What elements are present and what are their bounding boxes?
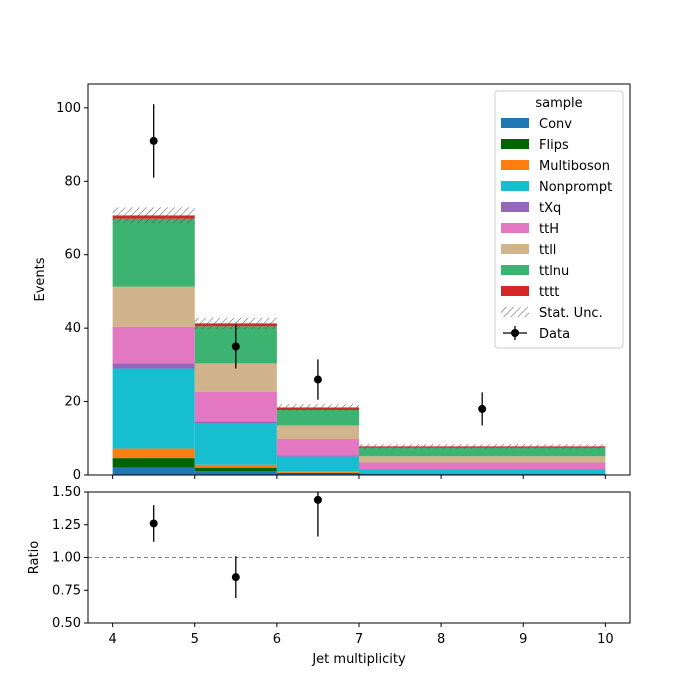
bar-txq	[112, 363, 195, 369]
y-axis-label-main: Events	[33, 257, 48, 301]
bar-txq	[276, 455, 359, 457]
bar-ttlnu	[112, 218, 195, 287]
bar-nonprompt	[359, 469, 606, 474]
legend-label-ttlnu: ttlnu	[539, 264, 569, 279]
ratio-frame	[87, 491, 631, 624]
legend-swatch-tttt	[501, 286, 529, 296]
bar-tth	[359, 462, 606, 470]
legend-title: sample	[535, 96, 582, 111]
bar-ttlnu	[359, 447, 606, 457]
y-tick-label-ratio: 1.00	[52, 551, 81, 566]
y-tick-label-main: 0	[73, 468, 81, 483]
y-tick-label-ratio: 1.25	[52, 518, 81, 533]
legend-swatch-flips	[501, 139, 529, 149]
legend-swatch-tth	[501, 223, 529, 233]
x-tick-label: 4	[108, 632, 116, 647]
x-tick-label: 9	[519, 632, 527, 647]
y-tick-label-main: 60	[64, 248, 81, 263]
legend-label-stat-unc: Stat. Unc.	[539, 306, 603, 321]
bar-conv	[194, 471, 277, 475]
ratio-point	[149, 519, 158, 528]
y-tick-label-main: 20	[64, 395, 81, 410]
y-tick-label-main: 80	[64, 174, 81, 189]
bar-conv	[276, 473, 359, 475]
bar-multiboson	[194, 464, 277, 468]
bar-nonprompt	[112, 368, 195, 449]
x-tick-label: 7	[355, 632, 363, 647]
bar-nonprompt	[194, 423, 277, 465]
legend-label-conv: Conv	[539, 117, 572, 132]
legend-box	[494, 90, 624, 349]
bar-ttll	[112, 286, 195, 327]
data-point	[149, 136, 158, 145]
legend-label-tttt: tttt	[539, 285, 559, 300]
bar-ttll	[276, 425, 359, 440]
legend-label-data: Data	[539, 327, 570, 342]
y-tick-label-ratio: 0.50	[52, 616, 81, 631]
stat-unc-band	[276, 404, 359, 411]
data-point	[478, 404, 487, 413]
bar-nonprompt	[276, 456, 359, 472]
data-point	[231, 342, 240, 351]
bar-tth	[276, 439, 359, 456]
y-tick-label-ratio: 1.50	[52, 485, 81, 500]
data-point	[313, 375, 322, 384]
y-tick-label-ratio: 0.75	[52, 583, 81, 598]
legend: sample Conv Flips Multiboson Nonprompt tXq ttH…	[494, 90, 624, 349]
y-tick-label-main: 40	[64, 321, 81, 336]
stat-unc-band	[194, 317, 277, 329]
ratio-plot: 0.50 0.75 1.00 1.25 1.50 4 5 6 7 8 9 10 Ratio Jet mul…	[27, 485, 631, 667]
bar-multiboson	[112, 448, 195, 459]
bar-flips	[112, 458, 195, 468]
bar-flips	[276, 472, 359, 474]
bar-conv	[112, 467, 195, 475]
legend-label-nonprompt: Nonprompt	[539, 180, 612, 195]
legend-swatch-ttlnu	[501, 265, 529, 275]
bar-multiboson	[276, 471, 359, 473]
legend-data-marker	[511, 329, 519, 337]
x-tick-label: 6	[273, 632, 281, 647]
y-axis-label-ratio: Ratio	[27, 541, 42, 574]
bar-flips	[194, 467, 277, 472]
bar-ttll	[359, 456, 606, 463]
legend-swatch-nonprompt	[501, 181, 529, 191]
legend-swatch-ttll	[501, 244, 529, 254]
legend-label-tth: ttH	[539, 222, 559, 237]
ratio-point	[231, 573, 240, 582]
main-plot: 0 20 40 60 80 100 Events	[33, 83, 631, 483]
legend-label-txq: tXq	[539, 201, 561, 216]
bar-conv	[359, 473, 606, 475]
stat-unc-band	[359, 444, 606, 449]
bar-tth	[194, 391, 277, 422]
bar-ttlnu	[276, 410, 359, 426]
legend-swatch-multiboson	[501, 160, 529, 170]
bar-txq	[194, 421, 277, 424]
ratio-point	[313, 495, 322, 504]
x-tick-label: 10	[597, 632, 614, 647]
x-tick-label: 8	[437, 632, 445, 647]
x-axis-label: Jet multiplicity	[311, 652, 406, 667]
legend-swatch-txq	[501, 202, 529, 212]
legend-swatch-conv	[501, 118, 529, 128]
legend-label-ttll: ttll	[539, 243, 556, 258]
legend-label-multiboson: Multiboson	[539, 159, 610, 174]
x-tick-label: 5	[191, 632, 199, 647]
legend-swatch-stat-unc	[501, 307, 529, 317]
legend-label-flips: Flips	[539, 138, 569, 153]
stat-unc-band	[112, 207, 195, 224]
y-tick-label-main: 100	[56, 101, 81, 116]
bar-tth	[112, 326, 195, 364]
